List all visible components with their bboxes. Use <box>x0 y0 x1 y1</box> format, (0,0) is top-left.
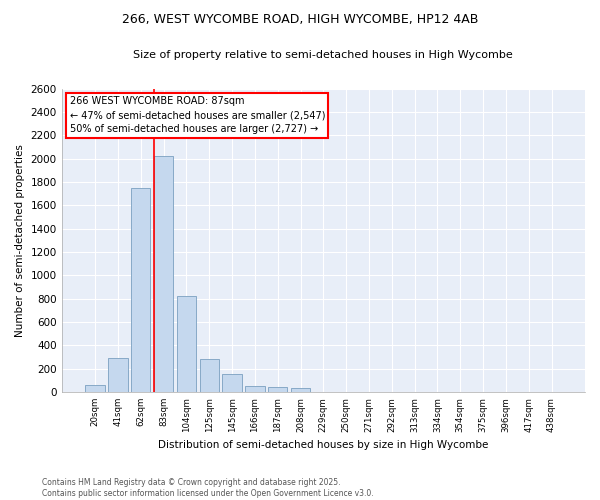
Bar <box>291 388 310 392</box>
Bar <box>154 156 173 392</box>
Bar <box>131 188 151 392</box>
Y-axis label: Number of semi-detached properties: Number of semi-detached properties <box>15 144 25 336</box>
Bar <box>200 358 219 392</box>
Bar <box>108 358 128 392</box>
Bar <box>245 386 265 392</box>
Bar <box>85 385 105 392</box>
Text: Contains HM Land Registry data © Crown copyright and database right 2025.
Contai: Contains HM Land Registry data © Crown c… <box>42 478 374 498</box>
Text: 266, WEST WYCOMBE ROAD, HIGH WYCOMBE, HP12 4AB: 266, WEST WYCOMBE ROAD, HIGH WYCOMBE, HP… <box>122 12 478 26</box>
Bar <box>268 386 287 392</box>
X-axis label: Distribution of semi-detached houses by size in High Wycombe: Distribution of semi-detached houses by … <box>158 440 488 450</box>
Title: Size of property relative to semi-detached houses in High Wycombe: Size of property relative to semi-detach… <box>133 50 513 60</box>
Bar <box>177 296 196 392</box>
Bar <box>223 374 242 392</box>
Text: 266 WEST WYCOMBE ROAD: 87sqm
← 47% of semi-detached houses are smaller (2,547)
5: 266 WEST WYCOMBE ROAD: 87sqm ← 47% of se… <box>70 96 325 134</box>
